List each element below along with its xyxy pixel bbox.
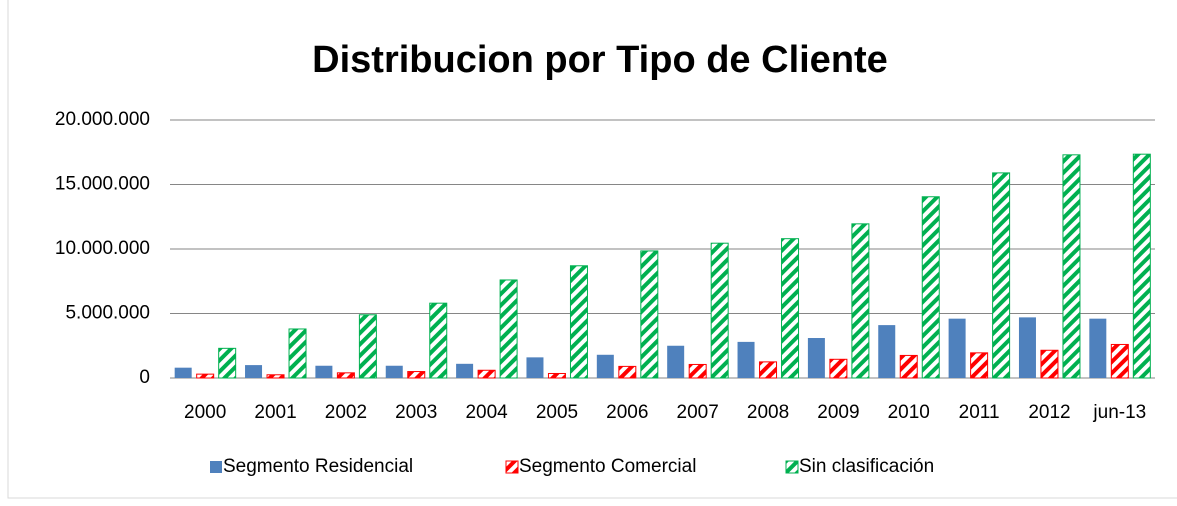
- bar: [1040, 349, 1059, 379]
- x-tick-label: 2007: [677, 402, 719, 423]
- x-tick-label: 2009: [817, 402, 859, 423]
- bar: [1062, 154, 1081, 379]
- bar: [970, 352, 989, 379]
- bar: [1018, 317, 1036, 378]
- x-tick-label: 2002: [325, 402, 367, 423]
- bar: [385, 365, 403, 378]
- bar: [174, 367, 192, 378]
- x-tick-label: 2001: [254, 402, 296, 423]
- x-tick-label: 2010: [888, 402, 930, 423]
- bar: [781, 238, 800, 379]
- bar: [829, 358, 848, 379]
- bar: [807, 338, 825, 378]
- bar: [456, 363, 474, 378]
- bar: [407, 371, 426, 379]
- bar: [1089, 318, 1107, 378]
- legend-label: Segmento Residencial: [223, 456, 413, 477]
- bar: [336, 372, 355, 379]
- bar: [596, 354, 614, 378]
- x-tick-label: 2011: [959, 402, 1000, 423]
- chart-title: Distribucion por Tipo de Cliente: [312, 39, 888, 81]
- bar: [688, 363, 707, 379]
- bar: [710, 242, 729, 379]
- bar: [429, 302, 448, 379]
- bar: [921, 196, 940, 379]
- y-tick-label: 0: [139, 367, 150, 388]
- bar: [667, 345, 685, 378]
- bar: [737, 341, 755, 378]
- bar: [618, 365, 637, 379]
- bar: [526, 357, 544, 378]
- chart-frame: [7, 0, 1177, 499]
- bar: [547, 372, 566, 379]
- bar: [759, 361, 778, 379]
- x-tick-label: 2005: [536, 402, 578, 423]
- legend-swatch: [505, 460, 519, 474]
- legend-label: Sin clasificación: [799, 456, 934, 477]
- bar: [1132, 153, 1151, 379]
- bar: [899, 354, 918, 379]
- bar: [245, 365, 263, 378]
- y-tick-label: 15.000.000: [55, 174, 150, 195]
- legend-label: Segmento Comercial: [519, 456, 696, 477]
- x-tick-label: 2000: [184, 402, 226, 423]
- bar: [640, 250, 659, 379]
- x-tick-label: 2004: [465, 402, 508, 423]
- y-tick-label: 5.000.000: [65, 303, 150, 324]
- bar: [288, 328, 307, 379]
- bar: [878, 325, 896, 378]
- legend-swatch: [785, 460, 799, 474]
- x-tick-label: 2012: [1028, 402, 1070, 423]
- bar: [266, 374, 285, 379]
- x-tick-label: 2006: [606, 402, 648, 423]
- x-tick-label: 2008: [747, 402, 789, 423]
- bar: [358, 314, 377, 379]
- legend-swatch: [210, 461, 222, 473]
- bar: [499, 279, 518, 379]
- bar: [992, 172, 1011, 379]
- y-tick-label: 20.000.000: [55, 109, 150, 130]
- bar: [218, 347, 237, 379]
- bar: [569, 265, 588, 379]
- x-tick-label: 2003: [395, 402, 437, 423]
- bar: [315, 365, 333, 378]
- y-tick-label: 10.000.000: [55, 238, 150, 259]
- bar: [1110, 343, 1129, 379]
- bar: [851, 223, 870, 379]
- bar: [948, 318, 966, 378]
- bar: [196, 373, 215, 379]
- x-tick-label: jun-13: [1092, 402, 1146, 423]
- bar: [477, 369, 496, 379]
